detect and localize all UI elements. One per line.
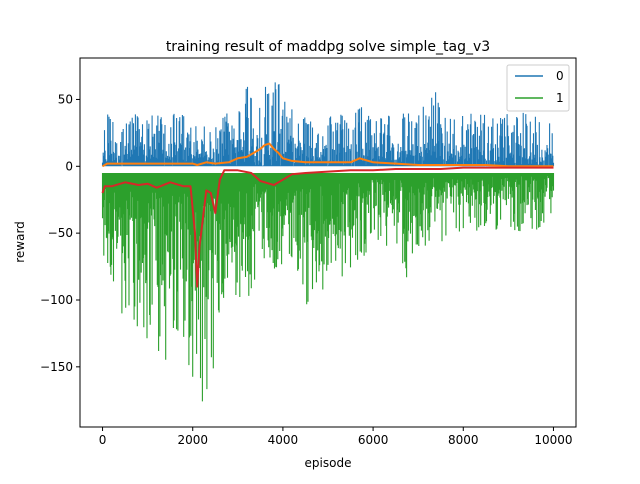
y-tick-label: −50 [48,226,73,240]
x-axis-ticks: 0 2000 4000 6000 8000 10000 [99,427,573,447]
x-tick-label: 0 [99,433,107,447]
y-tick-label: −150 [40,360,73,374]
x-tick-label: 4000 [268,433,299,447]
y-tick-label: 0 [65,159,73,173]
y-tick-label: 50 [58,92,73,106]
legend-label-0: 0 [556,69,564,83]
y-tick-label: −100 [40,293,73,307]
x-axis-label: episode [305,456,352,470]
legend: 0 1 [506,64,570,112]
series-3-moving-average [101,166,554,288]
series-2-moving-average [101,142,554,168]
y-axis-label: reward [13,221,27,263]
y-axis-ticks: −150 −100 −50 0 50 [40,92,80,374]
x-tick-label: 10000 [534,433,572,447]
x-tick-label: 8000 [448,433,479,447]
legend-label-1: 1 [556,91,564,105]
series-0-envelope [101,82,555,167]
x-tick-label: 6000 [358,433,389,447]
plot-frame [79,57,577,428]
series-layer [101,82,555,402]
x-tick-label: 2000 [177,433,208,447]
series-1-envelope [101,173,555,402]
chart-title: training result of maddpg solve simple_t… [166,39,490,55]
